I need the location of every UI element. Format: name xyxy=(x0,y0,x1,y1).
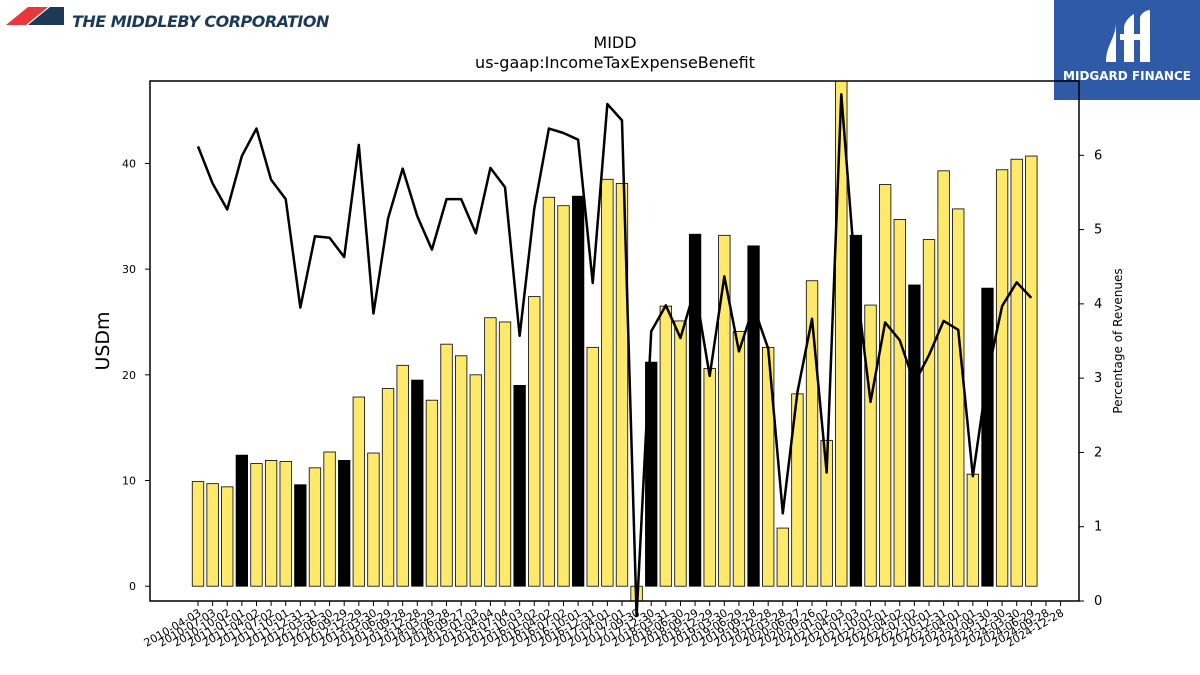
logo-crossbar xyxy=(1120,34,1144,40)
bar-2023-04-01 xyxy=(952,208,965,587)
bar-2015-10-03 xyxy=(513,384,526,587)
bar-2021-10-02 xyxy=(864,304,877,587)
bar-2011-04-02 xyxy=(250,463,263,587)
middleby-logo-text: THE MIDDLEBY CORPORATION xyxy=(72,12,329,31)
bar-2019-09-28 xyxy=(747,245,760,587)
bar-2013-09-28 xyxy=(396,364,409,587)
bar-2023-12-30 xyxy=(995,169,1009,587)
bar-2018-12-29 xyxy=(703,368,716,587)
bar-2018-03-31 xyxy=(659,305,672,587)
bar-2022-04-02 xyxy=(893,219,906,587)
bar-2021-07-03 xyxy=(849,234,863,587)
bar-2012-09-29 xyxy=(338,460,351,587)
y-tick-label: 0 xyxy=(129,580,136,593)
y2-tick-label: 3 xyxy=(1094,371,1102,386)
bar-2016-07-02 xyxy=(557,205,570,587)
bar-2012-03-31 xyxy=(308,467,322,587)
y2-tick-label: 0 xyxy=(1094,594,1102,609)
bar-2017-12-30 xyxy=(645,361,658,587)
y2-tick-label: 2 xyxy=(1094,445,1102,460)
midgard-logo-text: MIDGARD FINANCE xyxy=(1063,69,1191,83)
bar-2014-09-27 xyxy=(455,355,468,587)
logo-navy-shape xyxy=(28,7,64,25)
y-axis-left: 0 10 20 30 40 xyxy=(122,157,150,593)
bar-2015-07-04 xyxy=(498,321,512,587)
bar-2022-12-31 xyxy=(937,170,950,587)
bar-2022-10-01 xyxy=(922,239,936,587)
bar-2013-03-30 xyxy=(367,452,380,587)
chart-title: MIDD xyxy=(593,33,636,52)
bar-series xyxy=(191,80,1038,602)
y-axis-label: USDm xyxy=(92,311,114,370)
bar-2018-06-30 xyxy=(674,320,687,587)
bar-2020-09-26 xyxy=(805,280,819,587)
bar-2013-06-29 xyxy=(381,388,395,587)
bar-2016-10-01 xyxy=(571,195,585,587)
bar-2017-04-01 xyxy=(601,178,614,587)
bar-2015-04-04 xyxy=(484,317,497,587)
bar-2010-10-02 xyxy=(221,486,234,587)
bar-2024-06-29 xyxy=(1025,155,1038,587)
bar-2011-07-02 xyxy=(264,460,278,587)
bar-2019-06-29 xyxy=(732,331,746,587)
bar-2022-07-02 xyxy=(908,284,921,587)
bar-2019-03-30 xyxy=(718,234,731,587)
bar-2010-07-03 xyxy=(206,483,219,587)
bar-2010-04-03 xyxy=(191,481,205,587)
bar-2012-06-30 xyxy=(323,451,336,587)
bar-2011-12-31 xyxy=(294,484,307,587)
bar-2014-06-28 xyxy=(440,343,453,587)
x-axis: 2010-04-032010-07-032010-10-022011-01-01… xyxy=(142,601,1066,650)
bar-2016-01-02 xyxy=(528,296,541,587)
middleby-logo: THE MIDDLEBY CORPORATION xyxy=(6,5,329,31)
bar-2020-03-28 xyxy=(776,527,789,587)
midgard-logo: MIDGARD FINANCE xyxy=(1054,0,1200,100)
y-tick-label: 40 xyxy=(122,157,136,170)
middleby-logo-mark xyxy=(6,7,64,25)
bar-2011-01-01 xyxy=(235,454,249,587)
bar-2015-01-03 xyxy=(469,374,482,587)
bar-2011-10-01 xyxy=(279,461,292,587)
percent-line-series xyxy=(196,93,1033,618)
bar-2023-09-30 xyxy=(981,287,994,587)
bar-2017-07-01 xyxy=(615,183,629,587)
bar-2016-12-31 xyxy=(586,346,599,587)
y-tick-label: 10 xyxy=(122,475,136,488)
y-tick-label: 20 xyxy=(122,369,136,382)
bar-2023-07-01 xyxy=(966,473,980,587)
y2-tick-label: 6 xyxy=(1094,148,1102,163)
y2-tick-label: 1 xyxy=(1094,520,1102,535)
bar-2014-03-29 xyxy=(425,399,439,587)
bar-2024-03-30 xyxy=(1010,158,1023,587)
bar-2022-01-01 xyxy=(878,184,892,587)
bar-2013-12-28 xyxy=(411,379,424,587)
logo-stroke-3 xyxy=(1140,10,1150,62)
logo-red-shape xyxy=(6,7,48,25)
bar-2018-09-29 xyxy=(688,233,702,587)
y2-tick-label: 5 xyxy=(1094,223,1102,238)
chart-subtitle: us-gaap:IncomeTaxExpenseBenefit xyxy=(475,53,755,72)
y2-axis-label: Percentage of Revenues xyxy=(1111,268,1125,413)
percent-of-revenues-line xyxy=(196,93,1033,618)
midgard-logo-mark xyxy=(1106,10,1150,62)
y-tick-label: 30 xyxy=(122,263,136,276)
plot-frame xyxy=(149,80,1080,602)
y2-tick-label: 4 xyxy=(1094,297,1102,312)
logo-stroke-1 xyxy=(1106,22,1116,62)
bar-2016-04-02 xyxy=(542,196,556,587)
y-axis-right: 0 1 2 3 4 5 6 xyxy=(1079,148,1102,609)
bar-2012-12-29 xyxy=(352,396,365,587)
